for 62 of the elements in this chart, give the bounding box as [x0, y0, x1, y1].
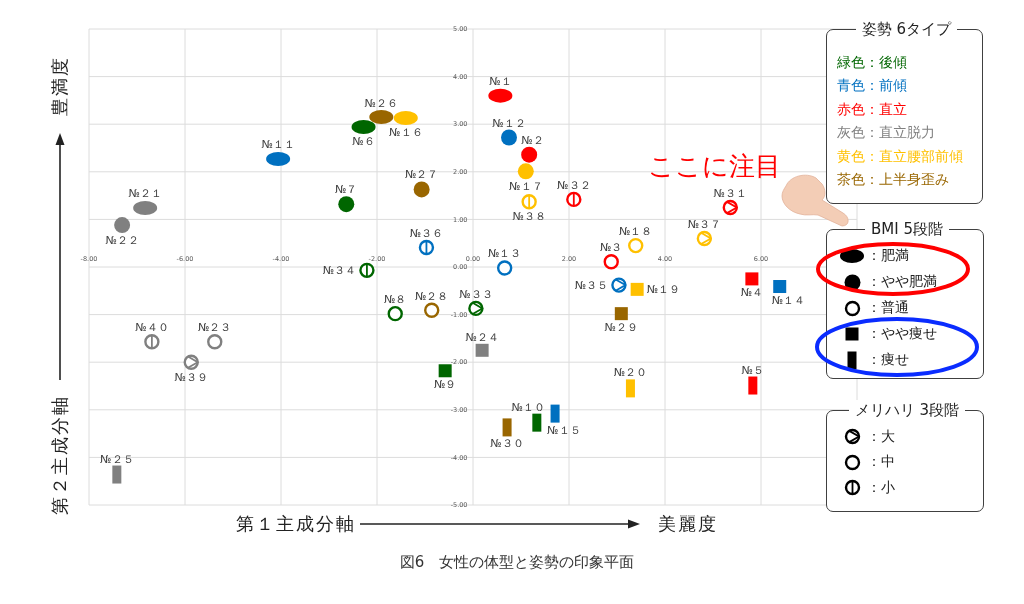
annotation: 茶色：上半身歪み: [837, 170, 950, 190]
annotation: №３６: [409, 226, 444, 240]
annotation: 灰色：直立脱力: [837, 123, 936, 143]
point: [496, 260, 513, 276]
legend-box: メリハリ 3段階 ：大 ：中 ：小: [826, 400, 984, 512]
y-axis-title: 第２主成分軸: [49, 395, 70, 515]
annotation: №３: [600, 241, 623, 255]
annotation: №２５: [100, 452, 134, 466]
annotation: №３７: [687, 217, 722, 231]
annotation: №８: [384, 292, 407, 306]
annotation: ここに注目: [647, 151, 781, 181]
annotation: №３９: [174, 370, 208, 384]
annotation: №１１: [261, 138, 295, 152]
annotation: №１３: [487, 247, 522, 261]
annotation: №２４: [465, 330, 499, 344]
annotation: №９: [433, 378, 457, 392]
annotation: №３１: [713, 186, 748, 200]
x-axis-title: 第１主成分軸: [236, 513, 356, 534]
annotation: 黄色：直立腰部前傾: [837, 146, 964, 166]
annotation: №１４: [771, 293, 806, 307]
annotation: メリハリ 3段階: [848, 400, 966, 420]
annotation: 緑色：後傾: [837, 53, 908, 72]
annotation: №３４: [322, 264, 357, 278]
annotation: №１７: [509, 180, 543, 194]
annotation: №２１: [128, 187, 162, 201]
annotation: №３５: [574, 278, 609, 292]
annotation: №１: [489, 75, 512, 89]
point: [207, 334, 223, 350]
annotation: №３２: [557, 178, 591, 192]
annotation: №２６: [364, 96, 399, 110]
annotation: №１８: [618, 224, 653, 238]
text: 豊満度: [49, 56, 70, 116]
annotation: №２: [521, 133, 544, 147]
annotation: №６: [352, 135, 375, 149]
annotation: №５: [741, 363, 765, 377]
annotation: 赤色：直立: [837, 99, 908, 119]
annotation: №１０: [511, 400, 545, 414]
annotation: №２８: [414, 289, 449, 303]
annotation: №２９: [604, 321, 639, 335]
point: [387, 305, 403, 322]
annotation: №３８: [512, 210, 546, 224]
annotation: №１５: [547, 423, 581, 437]
annotation: №２０: [613, 366, 648, 380]
annotation: №１６: [389, 126, 423, 140]
annotation: №２７: [404, 168, 439, 182]
text: 美麗度: [658, 513, 718, 534]
annotation: 青色：前傾: [837, 76, 908, 96]
point: [424, 302, 440, 319]
point: [603, 254, 619, 270]
annotation: №２３: [198, 321, 232, 335]
point: [418, 239, 435, 256]
annotation: №４: [740, 286, 764, 300]
annotation: №１９: [646, 283, 681, 297]
annotation: №７: [335, 183, 358, 197]
point: [628, 237, 644, 254]
annotation: №４０: [135, 321, 169, 335]
annotation: №３３: [459, 287, 493, 301]
annotation: №２２: [105, 234, 139, 248]
caption: 図6 女性の体型と姿勢の印象平面: [399, 553, 635, 571]
annotation: №１２: [492, 116, 526, 130]
legend-title: 姿勢 6タイプ: [855, 19, 958, 39]
annotation: №３０: [490, 437, 524, 451]
